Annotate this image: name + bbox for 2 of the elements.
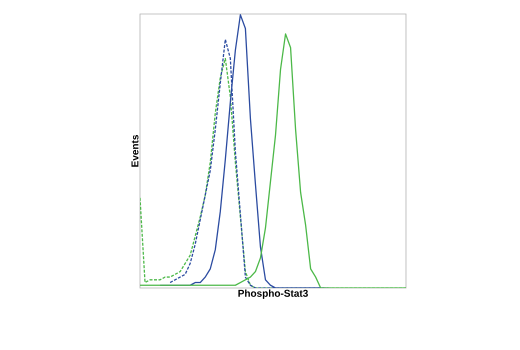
x-axis-title: Phospho-Stat3 (238, 290, 308, 299)
y-axis-title: Events (131, 134, 138, 167)
